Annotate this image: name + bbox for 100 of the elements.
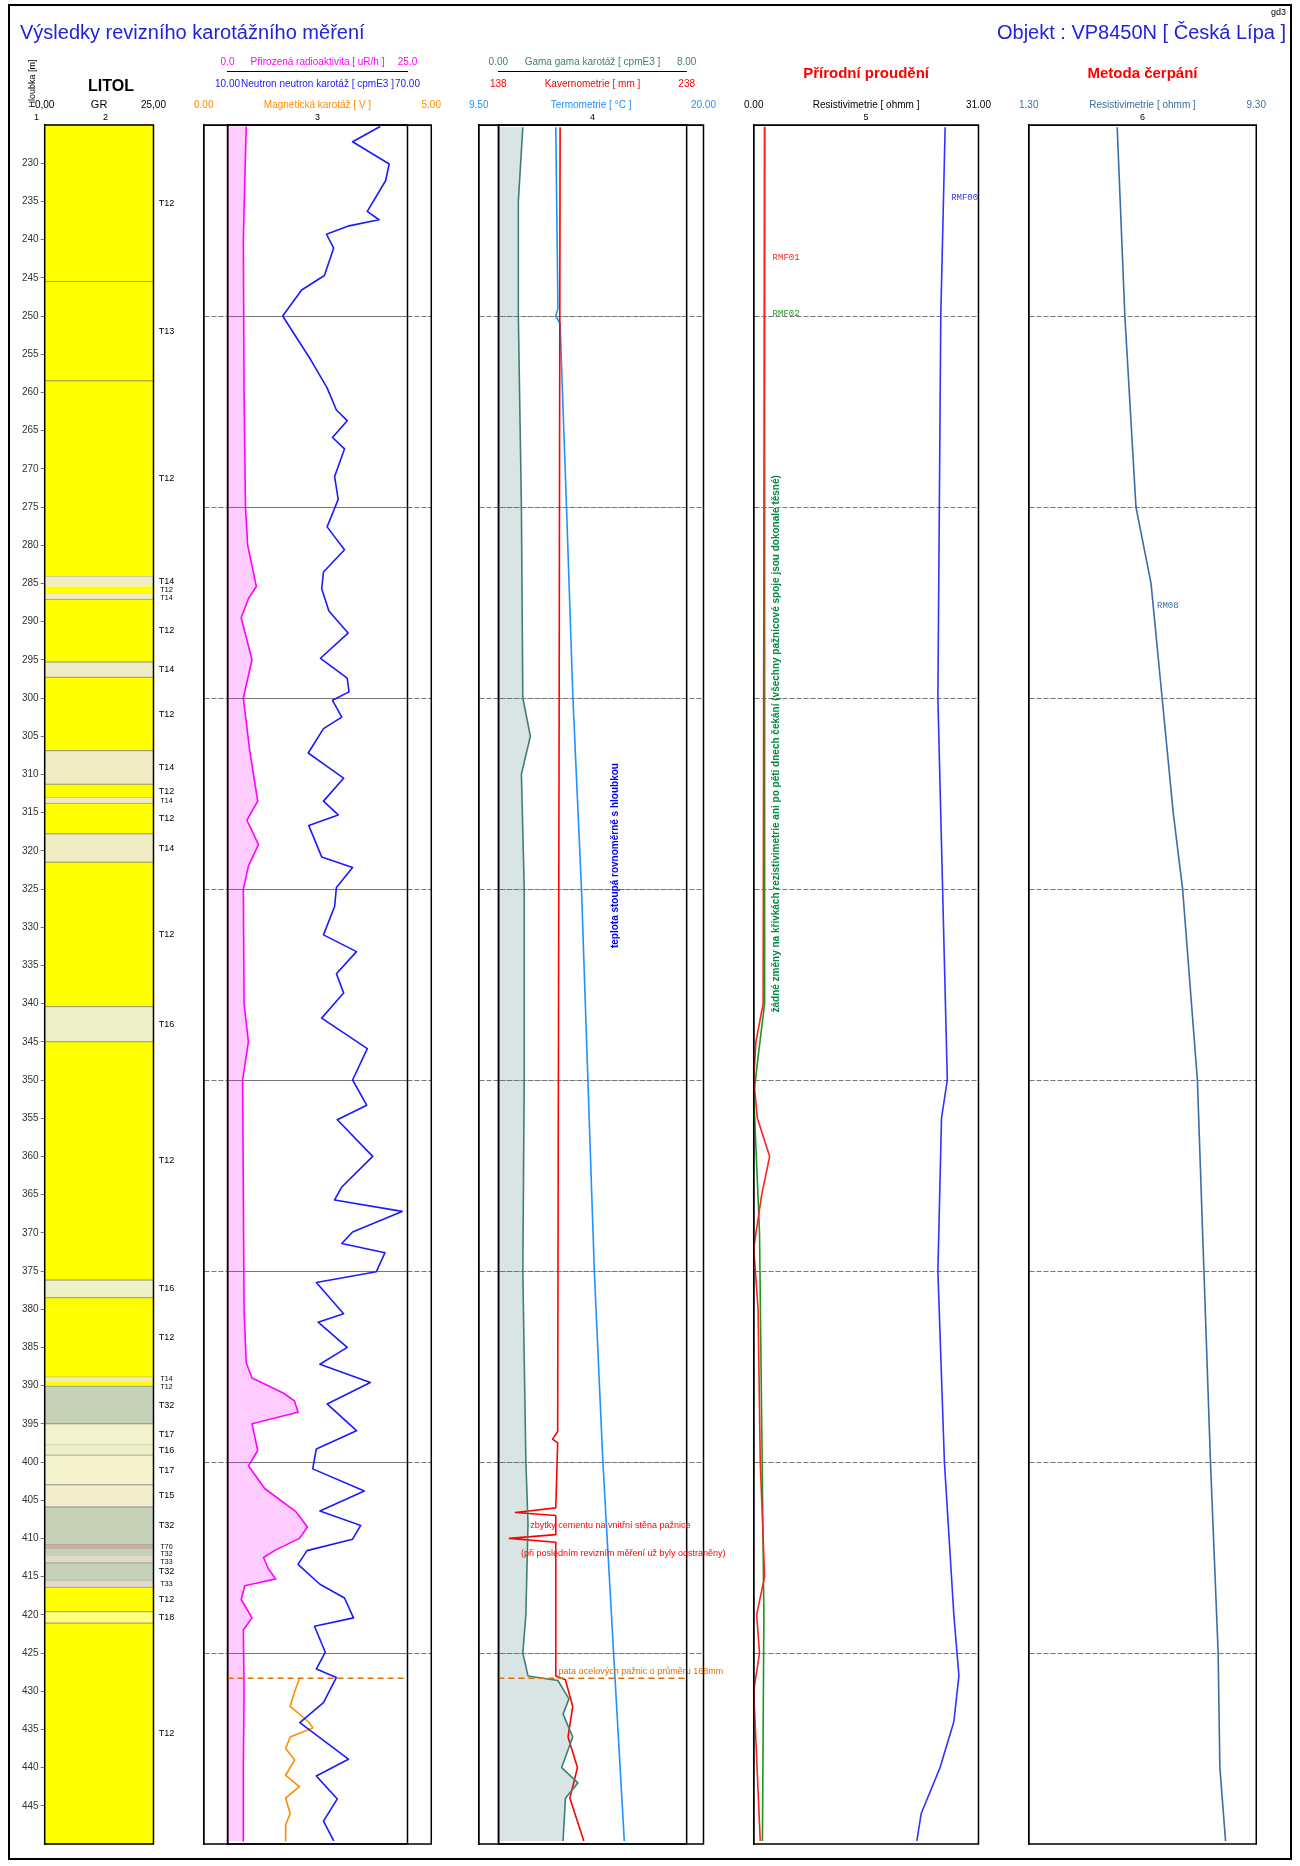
y-tick-label: 245 xyxy=(22,271,40,283)
y-tick-label: 280 xyxy=(22,538,40,550)
y-tick-label: 365 xyxy=(22,1188,40,1200)
x-tick-label: 25.0 xyxy=(397,55,418,67)
chart-title: Metoda čerpání xyxy=(1087,64,1199,82)
band-label: T16 xyxy=(158,1018,175,1029)
y-tick-label: 405 xyxy=(22,1493,40,1505)
band-label: T18 xyxy=(158,1611,175,1622)
x-tick-label: 9.50 xyxy=(469,98,489,110)
y-tick-label: 300 xyxy=(22,691,40,703)
y-tick-label: 390 xyxy=(22,1379,40,1391)
band-label: T16 xyxy=(158,1444,175,1455)
y-tick-label: 375 xyxy=(22,1264,40,1276)
series-label: RMF01 xyxy=(772,252,800,263)
y-tick-label: 270 xyxy=(22,462,40,474)
text: gd3 xyxy=(1270,7,1286,17)
series-label: RMF00 xyxy=(951,192,979,203)
band-label: T12 xyxy=(158,928,175,939)
band-label: T14 xyxy=(158,842,175,853)
y-tick-label: 395 xyxy=(22,1417,40,1429)
chart-subtitle: 4 xyxy=(589,112,596,123)
band-label: T12 xyxy=(158,197,175,208)
y-tick-label: 335 xyxy=(22,959,40,971)
x2-tick-label: 138 xyxy=(490,77,508,89)
x-axis-title: Termometrie [ °C ] xyxy=(550,98,632,110)
x-axis-title: GR xyxy=(90,98,108,111)
x-tick-label: 0.0 xyxy=(220,55,235,67)
y-tick-label: 380 xyxy=(22,1302,40,1314)
y-tick-label: 260 xyxy=(22,386,40,398)
band-label: T14 xyxy=(158,664,175,675)
chart-subtitle: 6 xyxy=(1139,112,1146,123)
x2-tick-label: 70.00 xyxy=(394,77,421,89)
x2-axis-title: Neutron neutron karotáž [ cpmE3 ] xyxy=(241,77,395,89)
y-tick-label: 370 xyxy=(22,1226,40,1238)
y-tick-label: 305 xyxy=(22,729,40,741)
x2-tick-label: 238 xyxy=(678,77,696,89)
y-tick-label: 290 xyxy=(22,615,40,627)
band-label: T32 xyxy=(158,1399,175,1410)
band-label: T12 xyxy=(158,785,175,796)
x-tick-label: 20.00 xyxy=(690,98,717,110)
y-tick-label: 275 xyxy=(22,500,40,512)
text: LITOL xyxy=(88,77,134,94)
x-tick-label: 0.00 xyxy=(194,98,214,110)
y-tick-label: 315 xyxy=(22,806,40,818)
y-tick-label: 340 xyxy=(22,997,40,1009)
band-label: T15 xyxy=(158,1490,175,1501)
y-tick-label: 350 xyxy=(22,1073,40,1085)
annotation: žádné změny na křivkách rezistivimetrie ani po pěti dnech čekání (všechny pažnicové spoje jsou dokonale těsné) xyxy=(769,475,781,1013)
band-label: T14 xyxy=(158,762,175,773)
x-tick-label: 31.00 xyxy=(965,98,992,110)
band-label: T17 xyxy=(158,1464,175,1475)
x2-tick-label: 10.00 xyxy=(215,77,241,89)
band-label: T32 xyxy=(158,1566,175,1577)
band-label: T12 xyxy=(158,813,175,824)
band-label: T12 xyxy=(158,1728,175,1739)
band-label: T32 xyxy=(158,1520,175,1531)
y-tick-label: 265 xyxy=(22,424,40,436)
y-tick-label: 345 xyxy=(22,1035,40,1047)
band-label: T12 xyxy=(158,708,175,719)
x-tick-label: 1.30 xyxy=(1019,98,1039,110)
chart-title: Přírodní proudění xyxy=(803,64,930,82)
x-tick-label: 25,00 xyxy=(140,98,167,110)
x-tick-label: 0.00 xyxy=(488,55,509,67)
x-tick-label: 9.30 xyxy=(1246,98,1267,110)
band-label: T12 xyxy=(158,1594,175,1604)
chart-subtitle: 3 xyxy=(314,112,321,123)
chart-subtitle: 5 xyxy=(863,112,869,123)
band-label: T12 xyxy=(158,625,175,636)
band-label: T13 xyxy=(158,325,175,336)
y-tick-label: 430 xyxy=(22,1684,40,1696)
y-tick-label: 425 xyxy=(22,1646,40,1658)
x-tick-label: 0,00 xyxy=(34,98,55,110)
text: 2 xyxy=(103,112,109,122)
series-label: RMF02 xyxy=(772,308,800,319)
band-label: T17 xyxy=(158,1428,175,1439)
x-tick-label: 8.00 xyxy=(676,55,697,67)
text: Objekt : VP8450N [ Česká Lípa ] xyxy=(996,21,1286,43)
band-label: T16 xyxy=(158,1283,175,1294)
y-tick-label: 420 xyxy=(22,1608,40,1620)
y-tick-label: 255 xyxy=(22,347,40,359)
y-tick-label: 320 xyxy=(22,844,40,856)
x-tick-label: 0.00 xyxy=(744,98,764,110)
x-axis-title: Gama gama karotáž [ cpmE3 ] xyxy=(524,55,661,67)
band-label: T14 xyxy=(158,575,175,586)
y-tick-label: 410 xyxy=(22,1532,40,1544)
text: 1 xyxy=(34,112,40,122)
band-label: T12 xyxy=(158,1155,175,1166)
band-label: T12 xyxy=(158,473,175,484)
y-tick-label: 445 xyxy=(22,1799,40,1811)
y-tick-label: 235 xyxy=(22,195,40,207)
y-tick-label: 385 xyxy=(22,1341,40,1353)
y-tick-label: 400 xyxy=(22,1455,40,1467)
series-label: RM08 xyxy=(1157,600,1179,611)
y-axis-title: Hloubka [m] xyxy=(26,59,37,108)
y-tick-label: 230 xyxy=(22,156,40,168)
y-tick-label: 440 xyxy=(22,1761,40,1773)
y-tick-label: 325 xyxy=(22,882,40,894)
x-axis-title: Magnetická karotáž [ V ] xyxy=(263,98,372,110)
y-tick-label: 240 xyxy=(22,233,40,245)
y-tick-label: 295 xyxy=(22,653,40,665)
